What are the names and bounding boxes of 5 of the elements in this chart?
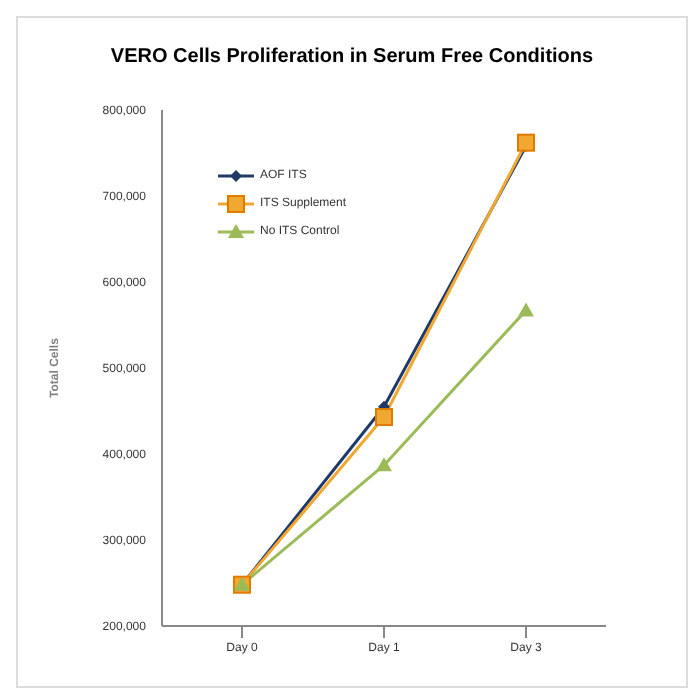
point <box>517 133 535 152</box>
point <box>376 457 392 472</box>
point <box>375 408 393 427</box>
point <box>518 302 534 317</box>
chart-title: VERO Cells Proliferation in Serum Free Conditions <box>108 44 596 72</box>
